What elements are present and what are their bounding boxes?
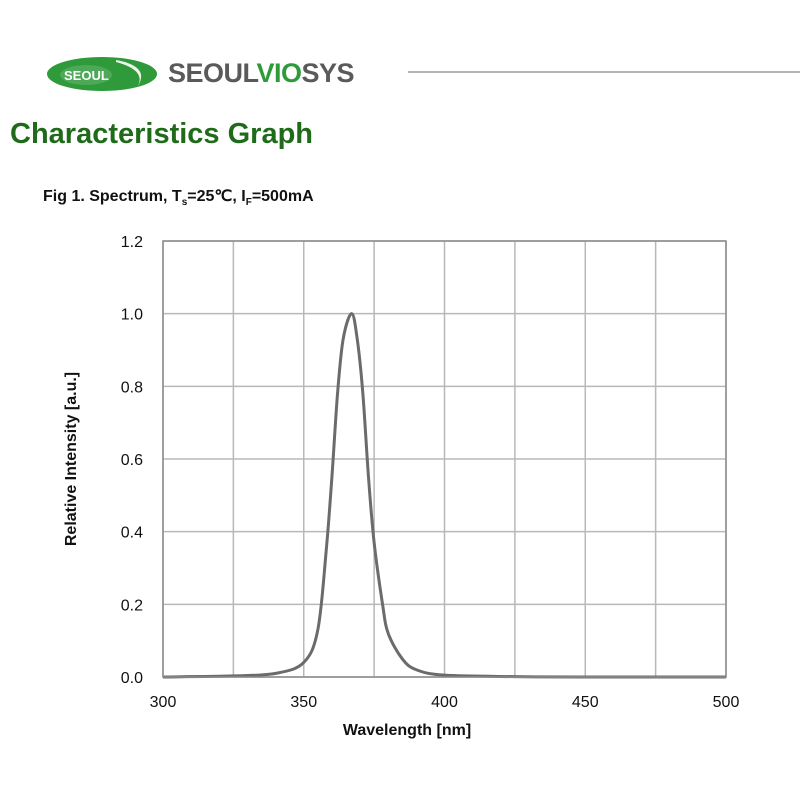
caption-sub-f: F xyxy=(245,197,252,209)
caption-part: Fig 1. Spectrum, T xyxy=(43,188,182,205)
brand-vio: VIO xyxy=(256,58,303,88)
x-tick-label: 400 xyxy=(431,694,458,711)
x-tick-label: 350 xyxy=(290,694,317,711)
caption-part: =25℃, I xyxy=(187,188,246,205)
chart-grid xyxy=(162,240,727,678)
y-axis-label: Relative Intensity [a.u.] xyxy=(63,372,80,546)
y-tick-label: 0.4 xyxy=(121,525,143,542)
brand-seoul: SEOUL xyxy=(168,58,257,88)
caption-part: =500mA xyxy=(251,188,314,205)
y-tick-label: 0.0 xyxy=(121,670,143,687)
plot-frame xyxy=(162,240,727,678)
brand-wordmark: SEOULVIOSYS xyxy=(168,58,355,89)
header-divider xyxy=(408,71,800,73)
y-axis-ticks: 0.0 0.2 0.4 0.6 0.8 1.0 1.2 xyxy=(121,234,143,687)
y-tick-label: 0.8 xyxy=(121,379,143,396)
x-tick-label: 450 xyxy=(572,694,599,711)
x-tick-label: 500 xyxy=(713,694,740,711)
x-tick-label: 300 xyxy=(150,694,177,711)
y-tick-label: 0.2 xyxy=(121,597,143,614)
spectrum-curve xyxy=(162,312,727,679)
x-axis-label: Wavelength [nm] xyxy=(343,722,471,739)
y-tick-label: 0.6 xyxy=(121,452,143,469)
y-tick-label: 1.0 xyxy=(121,307,143,324)
y-tick-label: 1.2 xyxy=(121,234,143,251)
figure-caption: Fig 1. Spectrum, Ts=25℃, IF=500mA xyxy=(43,186,314,208)
x-axis-ticks: 300 350 400 450 500 xyxy=(150,694,740,711)
seoul-logo-badge: SEOUL xyxy=(47,57,157,91)
caption-sub-s: s xyxy=(181,197,188,209)
svg-text:SEOUL: SEOUL xyxy=(64,68,109,83)
page-title: Characteristics Graph xyxy=(10,118,314,150)
brand-sys: SYS xyxy=(301,58,355,88)
